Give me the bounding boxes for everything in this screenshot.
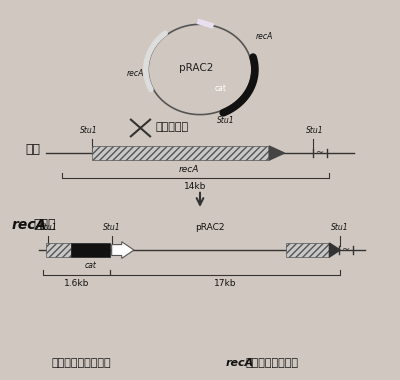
Text: 欠損株の作製方法: 欠損株の作製方法 <box>246 358 299 368</box>
Text: pRAC2: pRAC2 <box>196 223 225 232</box>
Text: recA: recA <box>226 358 254 368</box>
Bar <box>71 243 110 257</box>
Text: recA: recA <box>12 218 47 232</box>
Text: Stu1: Stu1 <box>103 223 120 232</box>
Text: cat: cat <box>85 261 96 270</box>
Text: 1.6kb: 1.6kb <box>64 279 89 288</box>
Text: Stu1: Stu1 <box>306 126 324 135</box>
Text: Stu1: Stu1 <box>217 116 235 125</box>
Text: 14kb: 14kb <box>184 182 206 191</box>
Text: 図２　豚レンサ球菌: 図２ 豚レンサ球菌 <box>52 358 112 368</box>
FancyArrow shape <box>112 242 134 258</box>
Text: 相同組換え: 相同組換え <box>156 122 189 131</box>
Bar <box>286 243 330 257</box>
Text: ~: ~ <box>316 148 324 158</box>
Text: 17kb: 17kb <box>214 279 236 288</box>
Text: recA: recA <box>127 68 144 78</box>
Text: cat: cat <box>215 84 227 93</box>
Bar <box>46 243 71 257</box>
Text: Stu1: Stu1 <box>331 223 349 232</box>
Text: Stu1: Stu1 <box>80 126 98 135</box>
Bar <box>92 146 269 160</box>
Text: Stu1: Stu1 <box>40 223 57 232</box>
Text: ~: ~ <box>342 245 350 255</box>
Text: 親株: 親株 <box>26 143 41 156</box>
Text: recA: recA <box>178 165 199 174</box>
FancyArrow shape <box>269 146 284 160</box>
Text: recA: recA <box>256 32 273 41</box>
FancyArrow shape <box>330 243 340 257</box>
Text: pRAC2: pRAC2 <box>179 63 213 73</box>
Text: 欠損株: 欠損株 <box>33 218 56 231</box>
